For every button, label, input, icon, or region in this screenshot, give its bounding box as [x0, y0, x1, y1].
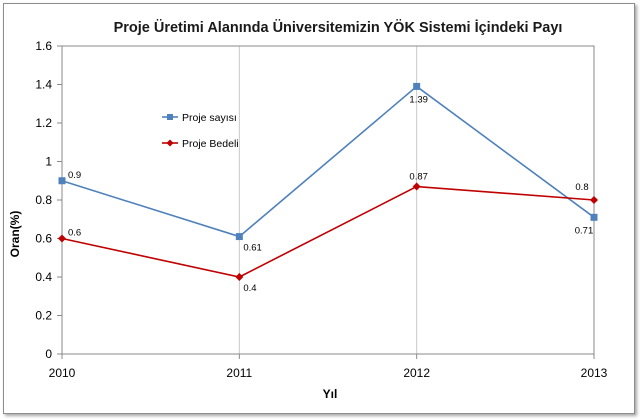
data-point-proje-bedeli: [412, 182, 421, 191]
series-line-proje-sayisi: [61, 85, 595, 238]
legend-marker-proje-bedeli: [166, 139, 174, 147]
grid-lines: [61, 46, 595, 354]
data-point-proje-bedeli: [235, 273, 244, 281]
x-tick-label: 2011: [226, 366, 252, 380]
data-label-proje-bedeli: 0.8: [575, 182, 588, 193]
data-point-proje-bedeli: [590, 196, 598, 204]
legend-marker-proje-sayisi: [167, 114, 173, 120]
y-tick-label: 0.8: [35, 193, 52, 207]
data-label-proje-bedeli: 0.6: [68, 228, 81, 239]
series-line-proje-bedeli: [61, 185, 595, 278]
y-tick-label: 1.2: [35, 116, 52, 130]
plot-area-border: [61, 45, 595, 355]
x-tick-labels: 2010 2011 2012 2013: [49, 366, 608, 380]
y-tick-labels: 0 0.2 0.4 0.6 0.8 1 1.2 1.4 1.6: [35, 39, 52, 361]
y-tick-label: 0.6: [35, 232, 52, 246]
x-axis-title: Yıl: [323, 387, 338, 401]
y-tick-label: 1: [45, 155, 52, 169]
data-point-proje-sayisi: [413, 82, 421, 90]
data-label-proje-sayisi: 1.39: [409, 94, 428, 105]
data-point-proje-sayisi: [58, 177, 66, 185]
legend: Proje sayısı Proje Bedeli: [162, 112, 239, 150]
data-label-proje-bedeli: 0.87: [409, 172, 428, 183]
data-label-proje-bedeli: 0.4: [243, 283, 256, 294]
axes: [57, 45, 595, 359]
x-tick-label: 2012: [403, 366, 430, 380]
legend-label-proje-bedeli: Proje Bedeli: [182, 138, 239, 150]
data-point-proje-sayisi: [235, 233, 243, 241]
data-labels: 0.9 0.61 1.39 0.71 0.6 0.4 0.87 0.8: [68, 94, 593, 294]
data-label-proje-sayisi: 0.9: [68, 170, 81, 181]
data-point-proje-bedeli: [58, 234, 66, 243]
chart-title: Proje Üretimi Alanında Üniversitemizin Y…: [114, 19, 563, 36]
x-tick-label: 2010: [49, 366, 76, 380]
y-tick-label: 0.4: [35, 270, 52, 284]
data-label-proje-sayisi: 0.61: [243, 243, 261, 254]
legend-label-proje-sayisi: Proje sayısı: [182, 112, 237, 124]
data-label-proje-sayisi: 0.71: [575, 225, 594, 236]
chart-frame: [3, 3, 635, 414]
data-point-proje-sayisi: [590, 213, 598, 221]
y-tick-label: 0: [45, 347, 52, 361]
x-tick-label: 2013: [581, 366, 608, 380]
y-tick-label: 0.2: [35, 309, 52, 323]
y-tick-label: 1.6: [35, 39, 52, 53]
y-tick-label: 1.4: [35, 78, 52, 92]
y-axis-title: Oran(%): [8, 211, 22, 258]
series-group: [58, 82, 598, 281]
